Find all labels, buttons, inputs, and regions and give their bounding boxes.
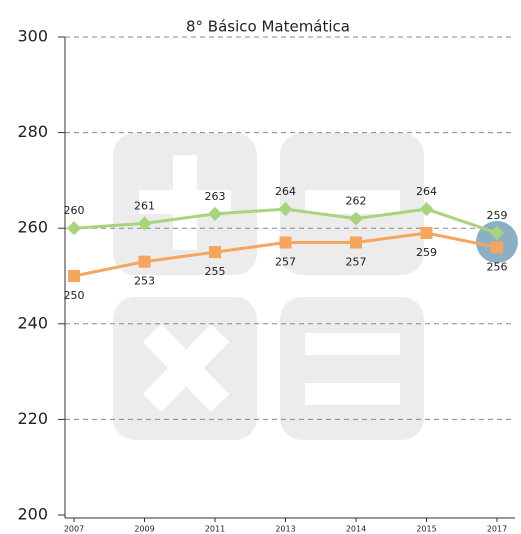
data-label: 260 (64, 204, 85, 217)
point-marker (278, 202, 293, 217)
data-label: 262 (346, 195, 367, 208)
data-label: 259 (487, 209, 508, 222)
y-tick-label: 200 (17, 505, 48, 524)
background-icon (113, 133, 424, 440)
data-label: 261 (134, 199, 155, 212)
data-label: 256 (487, 260, 508, 273)
point-marker (419, 202, 434, 217)
x-tick-label: 2011 (205, 525, 225, 534)
point-marker (68, 270, 80, 282)
data-label: 257 (275, 256, 296, 269)
data-label: 264 (416, 185, 437, 198)
point-marker (66, 221, 82, 236)
point-marker (279, 236, 292, 249)
point-marker (350, 236, 362, 249)
data-label: 257 (346, 256, 367, 269)
y-tick-label: 220 (17, 409, 48, 428)
point-marker (420, 226, 433, 239)
data-label: 263 (205, 190, 226, 203)
chart-title: 8° Básico Matemática (186, 18, 350, 36)
x-tick-label: 2013 (275, 525, 295, 534)
x-tick-label: 2015 (416, 525, 436, 534)
point-marker (207, 206, 223, 221)
data-label: 250 (64, 289, 85, 302)
y-tick-label: 280 (17, 122, 48, 141)
data-label: 259 (416, 246, 437, 259)
y-tick-label: 240 (17, 313, 48, 332)
x-tick-label: 2009 (134, 525, 154, 534)
x-tick-label: 2017 (487, 525, 507, 534)
point-marker (138, 255, 151, 268)
point-marker (209, 246, 221, 259)
x-tick-label: 2007 (64, 525, 84, 534)
data-label: 255 (205, 265, 226, 278)
y-tick-label: 260 (17, 218, 48, 237)
point-marker (489, 225, 505, 241)
data-label: 253 (134, 275, 155, 288)
point-marker (491, 241, 503, 254)
data-label: 264 (275, 185, 296, 198)
y-tick-label: 300 (17, 27, 48, 46)
point-marker (348, 211, 364, 226)
x-tick-label: 2014 (346, 525, 366, 534)
point-marker (137, 216, 152, 231)
